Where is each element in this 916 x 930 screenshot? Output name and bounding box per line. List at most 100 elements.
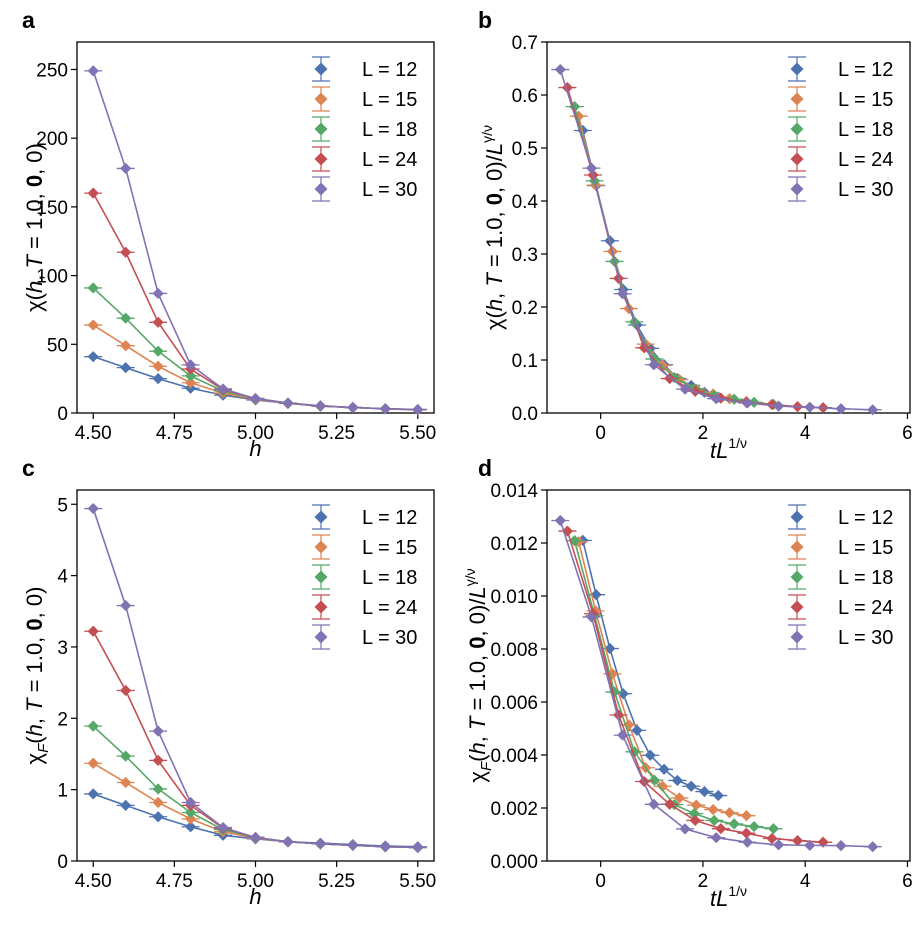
panel-d-series-4-point (867, 841, 879, 853)
panel-b-legend-marker (790, 122, 804, 136)
panel-d-legend-marker (790, 630, 804, 644)
panel-d-legend-marker (790, 570, 804, 584)
panel-d-ytick-label: 0.006 (490, 693, 538, 714)
panel-a-series-4-point (347, 401, 359, 414)
panel-b-legend-marker (790, 92, 804, 106)
panel-b-legend: L = 12 L = 15 L = 18 L = 24 L = 30 (788, 56, 893, 202)
panel-b-ytick-label: 0.3 (512, 245, 538, 266)
panel-c-legend-marker (314, 540, 328, 554)
panel-d-series-2-point (767, 823, 780, 835)
panel-b-series-2-point (569, 101, 581, 113)
panel-b-ytick-label: 0.7 (512, 33, 538, 54)
panel-d-series-4-point (835, 840, 847, 852)
panel-a-ylabel-part-1: h (22, 281, 47, 293)
panel-a-series-4-point (282, 397, 294, 409)
panel-c-ylabel: χF(h, T = 1.0, 0, 0) (22, 587, 52, 765)
panel-a-series-4 (84, 65, 427, 416)
panel-a-series-2-point (120, 312, 132, 324)
panel-c-xtick-label: 4.75 (156, 871, 193, 892)
panel-c-series-4-line (92, 508, 418, 849)
panel-c-ylabel-part-7: 0 (22, 618, 47, 630)
panel-a-series-4-point (184, 359, 197, 371)
panel-b-series-3-point (689, 385, 701, 397)
panel-d-series-1-line (577, 541, 747, 817)
panel-d-series-1-point (707, 803, 719, 816)
panel-b-series-4-point (648, 359, 660, 371)
panel-b-series-4-point (773, 400, 785, 412)
panel-c-legend-marker (314, 600, 328, 614)
panel-d-ylabel-part-9: L (465, 586, 490, 598)
panel-a-series-3-point (120, 246, 132, 258)
panel-d-series-2-line (573, 540, 774, 830)
panel-b-series-1-point (573, 110, 585, 122)
panel-a-ytick-label: 250 (36, 60, 68, 81)
panel-c-series-4-point (152, 725, 164, 737)
panel-b-series-2-line (573, 106, 774, 406)
panel-c-series-4-point (282, 836, 294, 848)
panel-d-ylabel-part-2: ( (465, 754, 490, 762)
panel-a-ytick-label: 150 (36, 198, 68, 219)
panel-a-series-0-point (87, 351, 99, 363)
panel-a-series-2-line (92, 287, 418, 411)
panel-b-ytick-label: 0.4 (512, 192, 539, 213)
panel-b-xlabel-part-2: 1/ν (728, 435, 747, 451)
panel-b-series-2 (565, 101, 783, 411)
panel-a-series-3 (84, 187, 427, 416)
panel-b-series-4-point (585, 162, 598, 174)
panel-d-xtick-label: 4 (800, 871, 811, 892)
panel-b-series-3-point (766, 398, 778, 411)
panel-a-series-4-point (412, 403, 424, 416)
panel-d-frame (546, 489, 911, 862)
panel-c-legend: L = 12 L = 15 L = 18 L = 24 L = 30 (312, 504, 417, 650)
panel-c-series-2-point (87, 720, 99, 732)
panel-d-xtick-label: 0 (595, 871, 606, 892)
panel-a-series-1-point (87, 319, 99, 331)
panel-a-ylabel-part-5: 0 (22, 175, 47, 187)
panel-b-xlabel-part-1: L (716, 438, 728, 463)
panel-a-series-4-point (217, 383, 229, 395)
panel-a-xtick-label: 4.75 (156, 423, 193, 444)
panel-b-ylabel: χ(h, T = 1.0, 0, 0)/Lγ/ν (479, 125, 507, 330)
panel-a-legend-label: L = 24 (362, 149, 417, 171)
panel-b-series-4-point (710, 393, 722, 405)
panel-d-series-3-point (791, 834, 804, 847)
panel-c-series-1-point (184, 813, 197, 825)
panel-d-series-4-point (648, 798, 660, 810)
panel-d-series-3-point (689, 814, 701, 827)
panel-d-ytick-label: 0.014 (490, 481, 538, 502)
panel-d-series-0-point (712, 789, 724, 802)
panel-c-series-4-point (249, 831, 262, 844)
panel-a-xlabel-part-0: h (249, 436, 261, 461)
panel-b-ylabel-part-3: T (482, 272, 507, 287)
panel-a-ylabel-part-2: , (22, 269, 47, 281)
panel-a-series-2-point (87, 282, 99, 294)
panel-b-ylabel-part-0: χ( (482, 310, 507, 330)
panel-d-legend-label: L = 15 (838, 537, 893, 559)
panel-c-legend-marker (314, 630, 328, 644)
panel-d-xtick-label: 2 (698, 871, 709, 892)
panel-d-series-1-point (673, 792, 686, 804)
panel-b-xlabel-part-0: t (710, 438, 717, 463)
panel-d-series-0-point (631, 724, 643, 736)
panel-d-series-3-point (715, 823, 727, 835)
panel-d-series-2 (565, 535, 783, 835)
panel-b-ytick-label: 0.2 (512, 298, 538, 319)
panel-c-series-4-point (314, 838, 327, 850)
panel-a-ytick-label: 100 (36, 267, 68, 288)
panel-c-series-4-point (120, 599, 132, 612)
panel-a-legend-label: L = 15 (362, 89, 417, 111)
panel-c-ytick-label: 1 (57, 781, 68, 802)
panel-c-series-3-point (87, 625, 99, 637)
panel-d-series-3 (558, 525, 833, 848)
panel-c-series-1-point (152, 796, 164, 809)
panel-d-ytick-label: 0.000 (490, 852, 538, 873)
panel-d-ylabel-part-6: = 1.0, (465, 649, 490, 717)
panel-c-series-4-point (217, 821, 229, 834)
panel-c-ylabel-part-2: ( (22, 736, 47, 744)
panel-b-series-4-point (804, 401, 816, 413)
panel-d-ylabel-part-10: γ/ν (462, 568, 478, 586)
panel-b-frame (546, 41, 911, 414)
panel-d-series-1-point (623, 719, 635, 731)
panel-c-ylabel-part-3: h (22, 724, 47, 736)
panel-c-ylabel-part-0: χ (22, 752, 47, 764)
